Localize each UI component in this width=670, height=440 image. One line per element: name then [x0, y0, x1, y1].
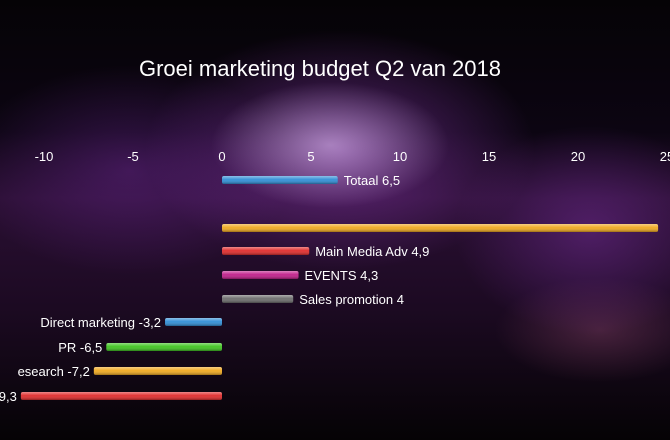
x-axis-ticks: -10 -5 0 5 10 15 20 25: [35, 149, 670, 164]
x-tick-label: 0: [218, 149, 225, 164]
x-tick-label: -10: [35, 149, 54, 164]
bar: [222, 247, 310, 255]
bar-data-label: Direct marketing -3,2: [40, 315, 161, 330]
bar: [222, 176, 338, 184]
data-labels: Totaal 6,5 Main Media Adv 4,9 EVENTS 4,3 Sa…: [0, 173, 429, 404]
bar-data-label: Sales promotion 4: [299, 292, 404, 307]
x-tick-label: 5: [307, 149, 314, 164]
chart-title: Groei marketing budget Q2 van 2018: [139, 56, 501, 81]
x-tick-label: -5: [127, 149, 139, 164]
bar-data-label: EVENTS 4,3: [305, 268, 379, 283]
bar: [222, 271, 299, 279]
bar: [93, 367, 222, 375]
bar-data-label: esearch -7,2: [18, 364, 90, 379]
bar-data-label: PR -6,5: [58, 340, 102, 355]
bar-data-label: 9,3: [0, 389, 17, 404]
x-tick-label: 25: [660, 149, 670, 164]
bar: [222, 224, 659, 232]
x-tick-label: 10: [393, 149, 407, 164]
bar: [222, 295, 294, 303]
bars: [20, 176, 659, 400]
bar-data-label: Totaal 6,5: [344, 173, 400, 188]
x-tick-label: 20: [571, 149, 585, 164]
bar: [106, 343, 222, 351]
bar: [165, 318, 222, 326]
bar-data-label: Main Media Adv 4,9: [315, 244, 429, 259]
x-tick-label: 15: [482, 149, 496, 164]
bar: [20, 392, 222, 400]
